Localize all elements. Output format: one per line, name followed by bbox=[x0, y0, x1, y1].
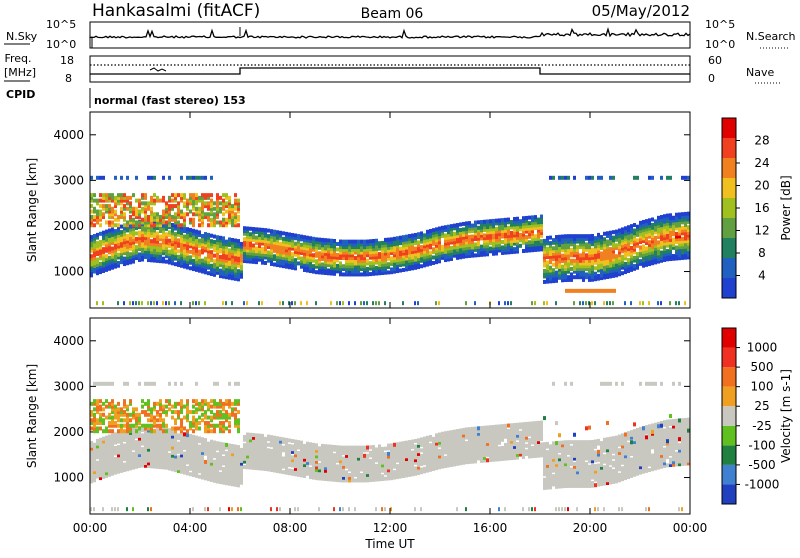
x-tick-label: 20:00 bbox=[573, 521, 608, 535]
colorbar-swatch bbox=[722, 348, 736, 368]
colorbar-tick-label: 100 bbox=[751, 380, 774, 394]
station-title: Hankasalmi (fitACF) bbox=[92, 1, 260, 21]
colorbar-swatch bbox=[722, 367, 736, 387]
y-tick-label: 2000 bbox=[53, 425, 84, 439]
colorbar-tick-label: 25 bbox=[754, 399, 769, 413]
nsky-tick-bottom: 10^0 bbox=[46, 38, 76, 51]
colorbar-swatch bbox=[722, 426, 736, 446]
power-colorbar bbox=[722, 118, 740, 298]
colorbar-swatch bbox=[722, 484, 736, 504]
colorbar-label: Velocity [m s-1] bbox=[779, 369, 793, 463]
velocity-colorbar bbox=[722, 328, 740, 504]
power-panel bbox=[90, 135, 690, 305]
colorbar-tick-label: 20 bbox=[754, 179, 769, 193]
velocity-panel bbox=[90, 341, 690, 511]
colorbar-swatch bbox=[722, 406, 736, 426]
y-tick-label: 3000 bbox=[53, 379, 84, 393]
nsky-tick-top: 10^5 bbox=[46, 18, 76, 31]
beam-title: Beam 06 bbox=[361, 6, 424, 22]
colorbar-swatch bbox=[722, 278, 736, 298]
y-tick-label: 2000 bbox=[53, 219, 84, 233]
nave-tick-top: 60 bbox=[708, 54, 722, 67]
freq-label: Freq. bbox=[4, 52, 31, 65]
velocity-cells bbox=[90, 382, 690, 511]
y-tick-label: 4000 bbox=[53, 334, 84, 348]
x-axis-label: Time UT bbox=[364, 537, 415, 551]
date-title: 05/May/2012 bbox=[592, 2, 690, 20]
freq-trace bbox=[90, 68, 690, 74]
freq-tick-top: 18 bbox=[60, 54, 74, 67]
colorbar-swatch bbox=[722, 118, 736, 138]
colorbar-swatch bbox=[722, 178, 736, 198]
freq-unit: [MHz] bbox=[4, 66, 36, 79]
colorbar-label: Power [dB] bbox=[779, 175, 793, 240]
colorbar-swatch bbox=[722, 258, 736, 278]
nsky-label: N.Sky bbox=[6, 30, 38, 43]
nave-tick-bottom: 0 bbox=[708, 72, 715, 85]
x-tick-label: 00:00 bbox=[673, 521, 708, 535]
colorbar-swatch bbox=[722, 387, 736, 407]
nsearch-tick-top: 10^5 bbox=[705, 18, 735, 31]
freq-tick-bottom: 8 bbox=[65, 72, 72, 85]
x-tick-label: 16:00 bbox=[473, 521, 508, 535]
colorbar-swatch bbox=[722, 328, 736, 348]
colorbar-tick-label: -25 bbox=[752, 419, 772, 433]
x-tick-label: 04:00 bbox=[173, 521, 208, 535]
colorbar-tick-label: 28 bbox=[754, 134, 769, 148]
colorbar-swatch bbox=[722, 138, 736, 158]
x-tick-label: 12:00 bbox=[373, 521, 408, 535]
colorbar-tick-label: 4 bbox=[758, 269, 766, 283]
colorbar-swatch bbox=[722, 198, 736, 218]
y-axis-label: Slant Range [km] bbox=[25, 158, 39, 262]
power-cells bbox=[90, 176, 690, 305]
colorbar-tick-label: 24 bbox=[754, 156, 769, 170]
nsearch-label: N.Search bbox=[746, 30, 796, 43]
colorbar-tick-label: -500 bbox=[748, 458, 775, 472]
colorbar-tick-label: 500 bbox=[751, 360, 774, 374]
colorbar-swatch bbox=[722, 465, 736, 485]
nsky-trace bbox=[90, 29, 690, 38]
cpid-text: normal (fast stereo) 153 bbox=[94, 94, 246, 107]
y-tick-label: 3000 bbox=[53, 173, 84, 187]
cpid-label: CPID bbox=[6, 88, 35, 101]
colorbar-tick-label: 12 bbox=[754, 224, 769, 238]
nave-dip bbox=[150, 68, 166, 71]
y-tick-label: 1000 bbox=[53, 265, 84, 279]
nsearch-tick-bottom: 10^0 bbox=[705, 38, 735, 51]
colorbar-tick-label: -100 bbox=[748, 438, 775, 452]
y-axis-label: Slant Range [km] bbox=[25, 364, 39, 468]
colorbar-swatch bbox=[722, 218, 736, 238]
freq-panel-frame bbox=[90, 56, 690, 82]
x-tick-label: 00:00 bbox=[73, 521, 108, 535]
colorbar-swatch bbox=[722, 238, 736, 258]
y-tick-label: 1000 bbox=[53, 471, 84, 485]
colorbar-tick-label: 8 bbox=[758, 246, 766, 260]
y-tick-label: 4000 bbox=[53, 128, 84, 142]
colorbar-swatch bbox=[722, 158, 736, 178]
colorbar-swatch bbox=[722, 445, 736, 465]
colorbar-tick-label: 16 bbox=[754, 201, 769, 215]
colorbar-tick-label: -1000 bbox=[745, 477, 780, 491]
nave-label: Nave bbox=[746, 66, 774, 79]
x-tick-label: 08:00 bbox=[273, 521, 308, 535]
colorbar-tick-label: 1000 bbox=[747, 341, 778, 355]
